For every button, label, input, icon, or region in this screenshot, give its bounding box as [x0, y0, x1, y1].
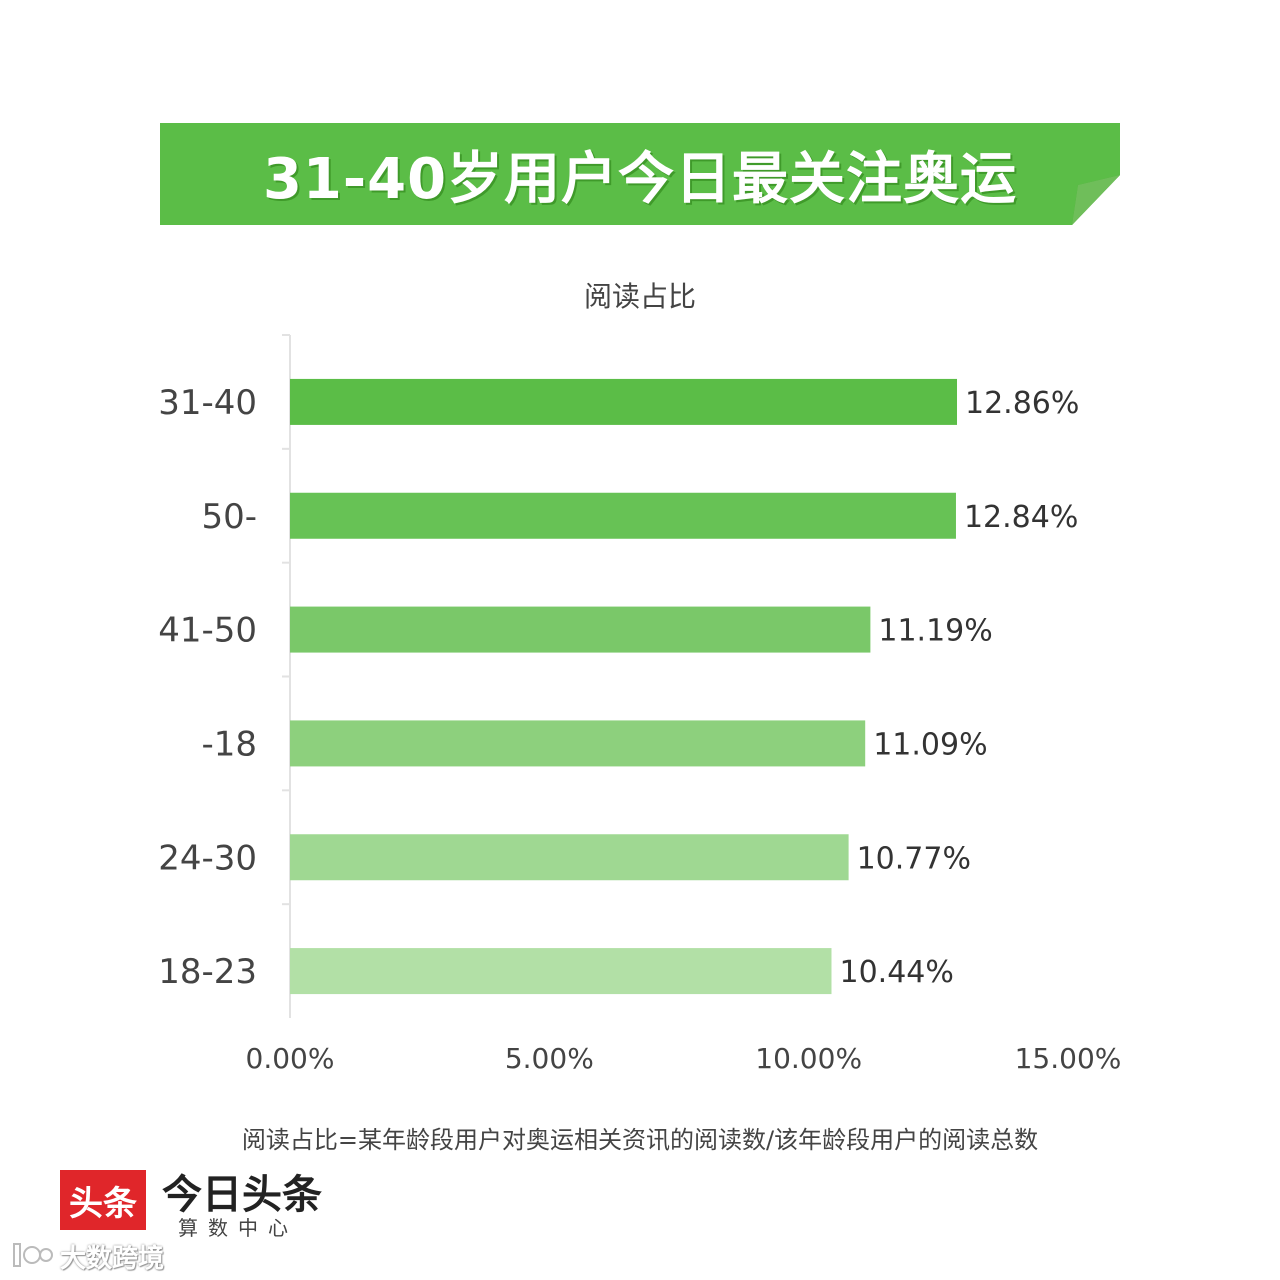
- category-label: 18-23: [158, 952, 257, 992]
- logo-badge: 头条: [60, 1170, 146, 1230]
- x-tick-label: 0.00%: [246, 1042, 335, 1075]
- value-label: 11.09%: [873, 727, 987, 762]
- banner-title: 31-40岁用户今日最关注奥运: [262, 146, 1018, 212]
- category-label: 24-30: [158, 838, 257, 878]
- title-banner: 31-40岁用户今日最关注奥运: [160, 123, 1120, 225]
- category-label: 50-: [201, 497, 257, 537]
- category-label: -18: [201, 724, 257, 764]
- category-label: 41-50: [158, 611, 257, 651]
- value-label: 12.84%: [964, 500, 1078, 535]
- bar--18: [290, 720, 866, 767]
- banner-ribbon-shape: [160, 123, 1120, 225]
- bar-chart: 31-40 12.86% 50- 12.84% 41-50 11.19% -18 11.09%…: [158, 334, 1122, 1075]
- watermark-text: 大数跨境: [60, 1244, 165, 1274]
- bar-31-40: [290, 378, 958, 425]
- x-tick-label: 10.00%: [755, 1042, 862, 1075]
- brand-logo-icon: [13, 1243, 53, 1267]
- bar-24-30: [290, 834, 849, 881]
- bar-18-23: [290, 948, 832, 995]
- value-label: 12.86%: [965, 386, 1079, 421]
- value-label: 10.77%: [857, 841, 971, 876]
- logo-subtitle: 算数中心: [178, 1216, 298, 1240]
- value-label: 10.44%: [839, 955, 953, 990]
- x-tick-label: 5.00%: [505, 1042, 594, 1075]
- footnote: 阅读占比=某年龄段用户对奥运相关资讯的阅读数/该年龄段用户的阅读总数: [241, 1126, 1039, 1154]
- logo-name: 今日头条: [162, 1172, 322, 1218]
- category-label: 31-40: [158, 383, 257, 423]
- bar-50-: [290, 492, 956, 539]
- value-label: 11.19%: [878, 614, 992, 649]
- chart-title: 阅读占比: [583, 280, 696, 313]
- bar-41-50: [290, 606, 871, 653]
- x-tick-label: 15.00%: [1015, 1042, 1122, 1075]
